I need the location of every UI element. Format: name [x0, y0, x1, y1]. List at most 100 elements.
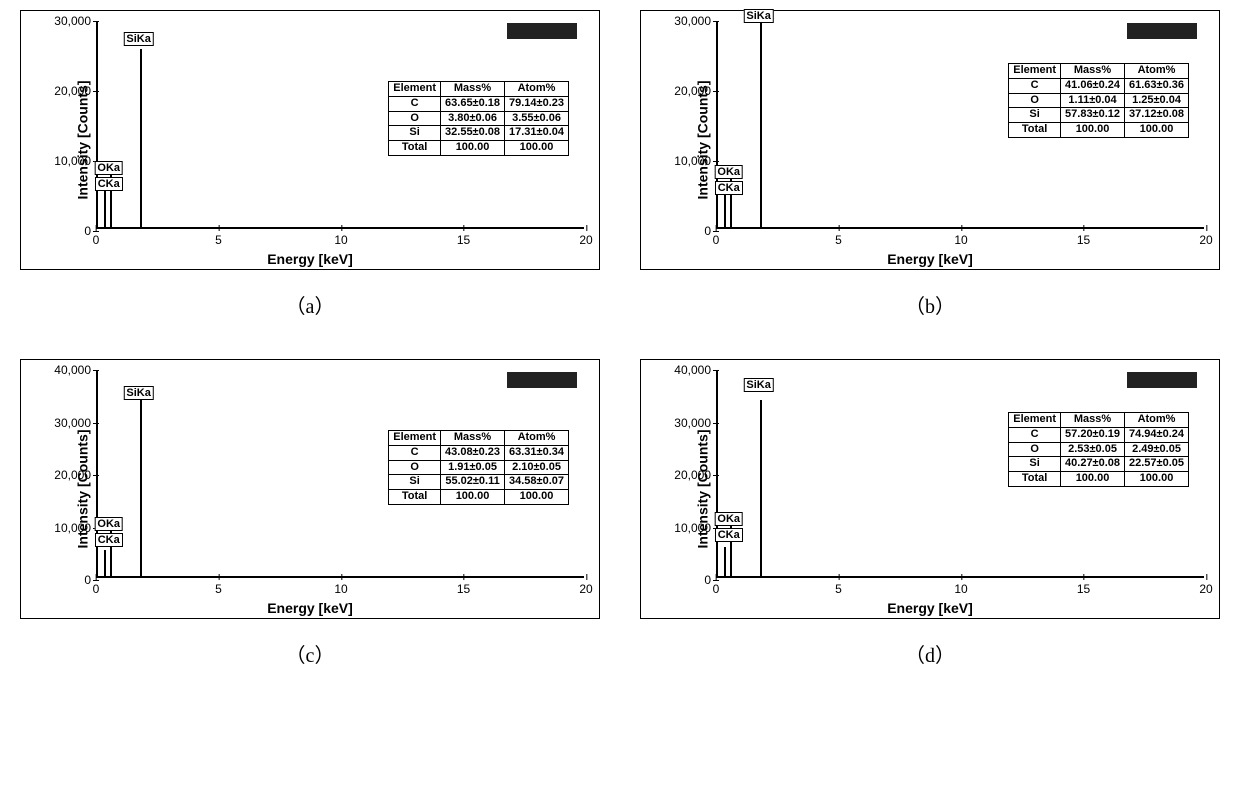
table-cell: 32.55±0.08 — [441, 126, 505, 141]
element-composition-table: ElementMass%Atom%C41.06±0.2461.63±0.36O1… — [1008, 63, 1189, 138]
y-tick: 10,000 — [663, 521, 711, 535]
element-composition-table: ElementMass%Atom%C43.08±0.2363.31±0.34O1… — [388, 430, 569, 505]
y-tick: 20,000 — [43, 468, 91, 482]
y-tick: 30,000 — [43, 416, 91, 430]
panel-caption: （a） — [286, 290, 335, 319]
x-tick: 20 — [579, 233, 592, 247]
x-tick: 15 — [1077, 582, 1090, 596]
table-row: Total100.00100.00 — [389, 490, 569, 505]
table-header: Atom% — [1125, 413, 1189, 428]
table-cell: Total — [1009, 472, 1061, 487]
x-tick: 0 — [93, 233, 100, 247]
table-cell: 2.49±0.05 — [1125, 442, 1189, 457]
x-axis-label: Energy [keV] — [887, 251, 973, 267]
table-cell: C — [389, 445, 441, 460]
table-row: C41.06±0.2461.63±0.36 — [1009, 78, 1189, 93]
table-row: Total100.00100.00 — [1009, 472, 1189, 487]
table-header: Mass% — [1061, 413, 1125, 428]
table-cell: 2.10±0.05 — [505, 460, 569, 475]
table-cell: Si — [389, 475, 441, 490]
legend-box — [507, 23, 577, 39]
peak-label-c: CKa — [715, 528, 743, 542]
table-cell: O — [1009, 442, 1061, 457]
table-cell: 3.55±0.06 — [505, 111, 569, 126]
y-tick: 10,000 — [663, 154, 711, 168]
table-cell: C — [1009, 427, 1061, 442]
table-cell: 100.00 — [505, 141, 569, 156]
table-cell: 61.63±0.36 — [1125, 78, 1189, 93]
x-axis-label: Energy [keV] — [267, 600, 353, 616]
table-row: O1.11±0.041.25±0.04 — [1009, 93, 1189, 108]
y-tick: 30,000 — [663, 416, 711, 430]
y-tick: 20,000 — [43, 84, 91, 98]
y-tick: 40,000 — [663, 363, 711, 377]
spectrum-peak — [724, 547, 726, 576]
peak-label-c: CKa — [95, 177, 123, 191]
spectrum-peak — [760, 17, 762, 227]
table-cell: 100.00 — [441, 141, 505, 156]
x-tick: 10 — [334, 582, 347, 596]
table-cell: 22.57±0.05 — [1125, 457, 1189, 472]
table-header: Mass% — [441, 82, 505, 97]
x-tick: 10 — [334, 233, 347, 247]
y-tick: 20,000 — [663, 84, 711, 98]
table-cell: 100.00 — [1061, 123, 1125, 138]
table-cell: 100.00 — [1125, 123, 1189, 138]
table-cell: Total — [389, 490, 441, 505]
x-tick: 5 — [835, 233, 842, 247]
y-axis-label: Intensity [Counts] — [75, 81, 91, 200]
table-row: Si55.02±0.1134.58±0.07 — [389, 475, 569, 490]
x-tick: 15 — [457, 582, 470, 596]
table-header: Atom% — [1125, 64, 1189, 79]
y-tick: 30,000 — [43, 14, 91, 28]
x-tick: 15 — [1077, 233, 1090, 247]
peak-label-o: OKa — [94, 517, 123, 531]
x-axis-label: Energy [keV] — [267, 251, 353, 267]
peak-label-si: SiKa — [123, 32, 153, 46]
table-cell: 1.11±0.04 — [1061, 93, 1125, 108]
y-tick: 10,000 — [43, 521, 91, 535]
element-composition-table: ElementMass%Atom%C63.65±0.1879.14±0.23O3… — [388, 81, 569, 156]
x-tick: 10 — [954, 582, 967, 596]
x-tick: 5 — [835, 582, 842, 596]
table-row: C43.08±0.2363.31±0.34 — [389, 445, 569, 460]
x-tick: 5 — [215, 582, 222, 596]
peak-label-si: SiKa — [743, 9, 773, 23]
chart-box: Intensity [Counts]Energy [keV]010,00020,… — [640, 10, 1220, 270]
x-axis-label: Energy [keV] — [887, 600, 973, 616]
peak-label-o: OKa — [714, 165, 743, 179]
table-cell: 1.91±0.05 — [441, 460, 505, 475]
table-cell: Si — [389, 126, 441, 141]
x-tick: 20 — [1199, 233, 1212, 247]
peak-label-o: OKa — [94, 161, 123, 175]
legend-box — [1127, 372, 1197, 388]
chart-box: Intensity [Counts]Energy [keV]010,00020,… — [20, 10, 600, 270]
panel-caption: （c） — [286, 639, 335, 668]
eds-panel-a: Intensity [Counts]Energy [keV]010,00020,… — [10, 10, 610, 319]
table-cell: 100.00 — [1125, 472, 1189, 487]
legend-box — [1127, 23, 1197, 39]
table-row: Si57.83±0.1237.12±0.08 — [1009, 108, 1189, 123]
peak-label-c: CKa — [715, 181, 743, 195]
table-cell: O — [389, 460, 441, 475]
table-row: C57.20±0.1974.94±0.24 — [1009, 427, 1189, 442]
x-tick: 20 — [579, 582, 592, 596]
table-row: Si40.27±0.0822.57±0.05 — [1009, 457, 1189, 472]
y-axis-label: Intensity [Counts] — [695, 81, 711, 200]
table-cell: 17.31±0.04 — [505, 126, 569, 141]
x-tick: 0 — [93, 582, 100, 596]
table-cell: C — [1009, 78, 1061, 93]
y-tick: 0 — [663, 573, 711, 587]
table-cell: 100.00 — [441, 490, 505, 505]
table-cell: 1.25±0.04 — [1125, 93, 1189, 108]
table-cell: 2.53±0.05 — [1061, 442, 1125, 457]
eds-panel-d: Intensity [Counts]Energy [keV]010,00020,… — [630, 359, 1230, 668]
table-header: Mass% — [1061, 64, 1125, 79]
peak-label-si: SiKa — [123, 386, 153, 400]
table-header: Atom% — [505, 431, 569, 446]
table-header: Element — [1009, 413, 1061, 428]
table-row: C63.65±0.1879.14±0.23 — [389, 96, 569, 111]
peak-label-si: SiKa — [743, 378, 773, 392]
x-tick: 10 — [954, 233, 967, 247]
table-cell: 63.31±0.34 — [505, 445, 569, 460]
